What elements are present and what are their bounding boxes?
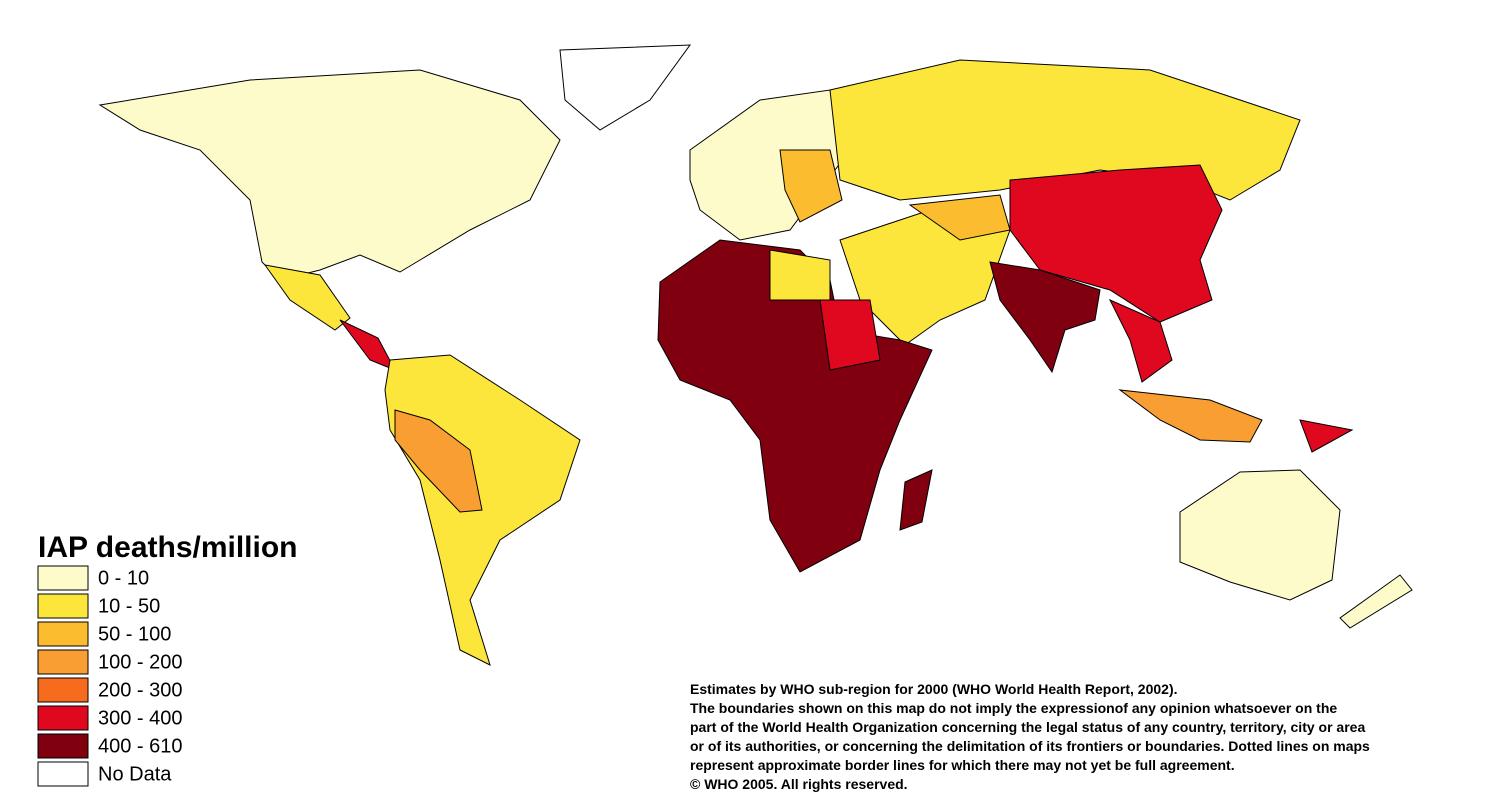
legend-label: 0 - 10 (98, 567, 149, 589)
legend-label: No Data (98, 763, 172, 785)
note-line: represent approximate border lines for w… (690, 757, 1235, 773)
legend-swatch (37, 761, 89, 787)
legend-label: 10 - 50 (98, 595, 160, 617)
region (1179, 469, 1341, 601)
region (98, 69, 561, 281)
legend-swatch (37, 565, 89, 591)
region (899, 469, 933, 531)
region (559, 44, 692, 131)
region (339, 319, 397, 371)
legend-swatch (37, 621, 89, 647)
world-map (98, 44, 1413, 666)
region (1118, 389, 1263, 443)
note-line: Estimates by WHO sub-region for 2000 (WH… (690, 681, 1178, 697)
legend-label: 50 - 100 (98, 623, 171, 645)
region (263, 264, 351, 331)
legend-swatch (37, 593, 89, 619)
region (394, 409, 483, 513)
legend-label: 100 - 200 (98, 651, 183, 673)
note-line: or of its authorities, or concerning the… (690, 738, 1370, 754)
legend-swatch (37, 705, 89, 731)
legend-label: 400 - 610 (98, 735, 183, 757)
region (1299, 419, 1354, 453)
notes: Estimates by WHO sub-region for 2000 (WH… (690, 681, 1370, 792)
region (1108, 298, 1173, 383)
legend: 0 - 10 10 - 50 50 - 100 100 - 200 200 - 300 3… (37, 565, 183, 787)
legend-swatch (37, 733, 89, 759)
region (1009, 164, 1223, 323)
legend-label: 200 - 300 (98, 679, 183, 701)
note-line: The boundaries shown on this map do not … (690, 700, 1337, 716)
region (769, 249, 831, 301)
region (779, 149, 843, 223)
note-line: © WHO 2005. All rights reserved. (690, 776, 908, 792)
region (1339, 574, 1413, 629)
legend-label: 300 - 400 (98, 707, 183, 729)
legend-swatch (37, 649, 89, 675)
legend-swatch (37, 677, 89, 703)
region (989, 261, 1101, 374)
region (819, 299, 881, 371)
note-line: part of the World Health Organization co… (690, 719, 1365, 735)
legend-title: IAP deaths/million (38, 531, 298, 564)
